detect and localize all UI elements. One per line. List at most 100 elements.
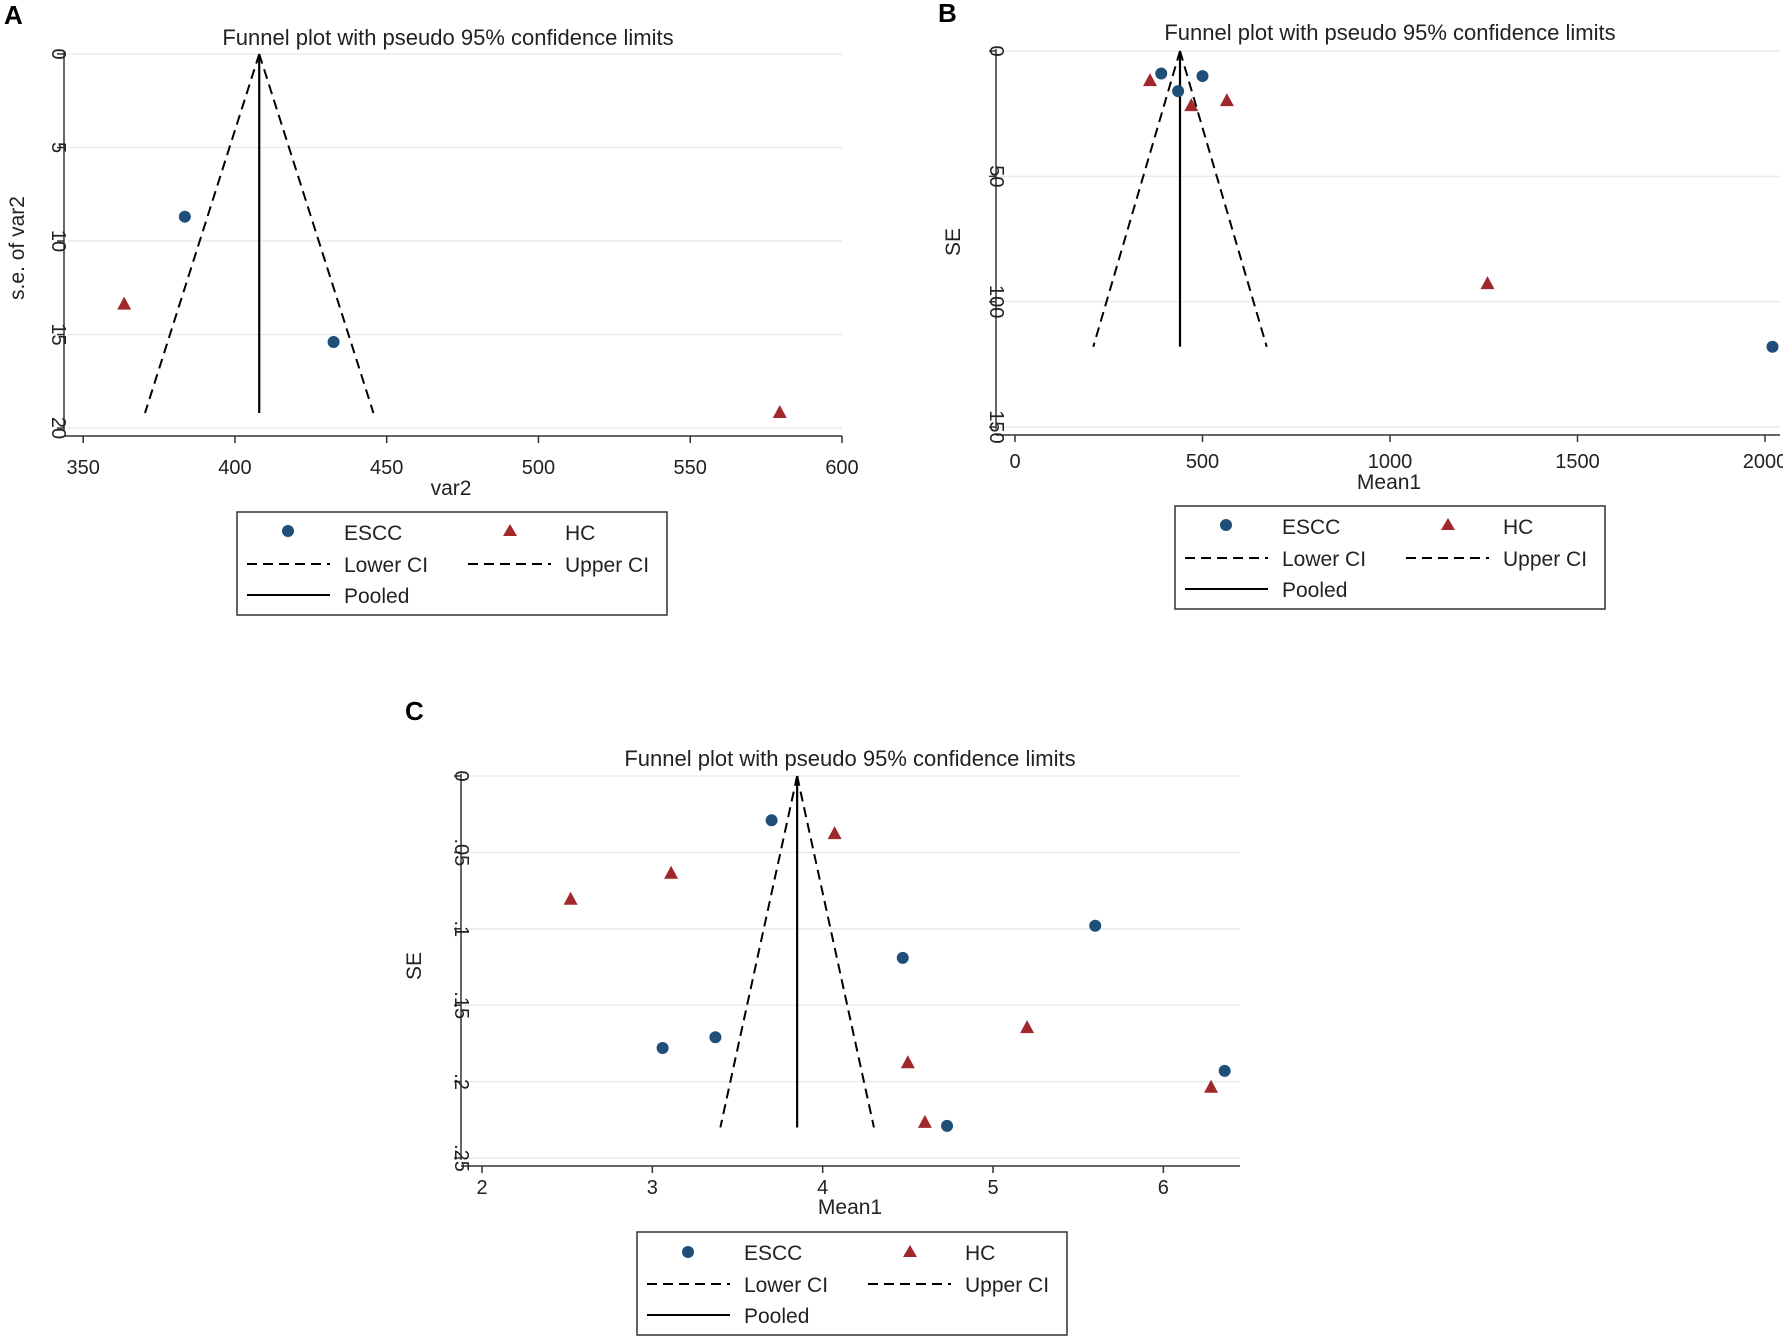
legend-box — [636, 1231, 1068, 1336]
x-tick-label: 0 — [1009, 451, 1020, 473]
hc-point — [827, 826, 842, 840]
y-tick-label: .1 — [450, 920, 472, 937]
legend-box — [236, 511, 668, 616]
x-tick-label: 3 — [647, 1177, 658, 1199]
legend-lower-ci-label: Lower CI — [744, 1274, 828, 1297]
upper-ci-line — [796, 775, 875, 1128]
hc-point — [1219, 93, 1234, 107]
y-tick-label: 0 — [47, 48, 69, 59]
x-tick-label: 400 — [218, 457, 251, 479]
panel-b-ylabel: SE — [942, 228, 965, 256]
escc-point — [941, 1119, 954, 1132]
legend-escc-label: ESCC — [344, 522, 402, 545]
legend-lower-ci-label: Lower CI — [344, 554, 428, 577]
x-tick-label: 350 — [66, 457, 99, 479]
legend-lower-ci-label: Lower CI — [1282, 548, 1366, 571]
panel-b-xlabel: Mean1 — [1357, 471, 1421, 494]
x-tick-label: 500 — [522, 457, 555, 479]
hc-point — [563, 891, 578, 905]
x-tick-label: 500 — [1186, 451, 1219, 473]
hc-point — [664, 865, 679, 879]
hc-point — [1184, 98, 1199, 112]
panel-b-letter: B — [938, 0, 957, 28]
x-tick-label: 1000 — [1368, 451, 1413, 473]
legend-escc-marker — [282, 525, 294, 537]
hc-point — [1204, 1079, 1219, 1093]
y-tick-label: .25 — [450, 1144, 472, 1172]
legend-escc-marker — [682, 1246, 694, 1258]
y-tick-label: 20 — [47, 417, 69, 439]
y-tick-label: 15 — [47, 323, 69, 345]
lower-ci-line — [1092, 50, 1181, 348]
y-tick-label: .05 — [450, 838, 472, 866]
hc-point — [917, 1114, 932, 1128]
lower-ci-line — [144, 53, 261, 414]
x-tick-label: 6 — [1158, 1177, 1169, 1199]
panel-a: A Funnel plot with pseudo 95% confidence… — [4, 0, 859, 616]
x-tick-label: 4 — [817, 1177, 828, 1199]
y-tick-label: 50 — [985, 165, 1007, 187]
panel-c-title: Funnel plot with pseudo 95% confidence l… — [624, 746, 1075, 771]
panel-a-legend: ESCC HC Lower CI Upper CI Pooled — [236, 511, 668, 616]
upper-ci-line — [1179, 50, 1268, 348]
hc-point — [900, 1055, 915, 1069]
escc-point — [709, 1031, 722, 1044]
x-tick-label: 550 — [674, 457, 707, 479]
legend-box — [1174, 505, 1606, 610]
panel-c-letter: C — [405, 696, 424, 726]
panel-c-xlabel: Mean1 — [818, 1196, 882, 1219]
lower-ci-line — [719, 775, 799, 1128]
escc-point — [178, 210, 191, 223]
panel-b: B Funnel plot with pseudo 95% confidence… — [938, 0, 1783, 610]
legend-pooled-label: Pooled — [1282, 579, 1347, 602]
escc-point — [1218, 1064, 1231, 1077]
legend-hc-label: HC — [1503, 516, 1533, 539]
panel-a-xlabel: var2 — [431, 477, 472, 500]
legend-hc-label: HC — [565, 522, 595, 545]
legend-hc-marker — [503, 524, 517, 536]
legend-hc-label: HC — [965, 1242, 995, 1265]
escc-point — [327, 335, 340, 348]
legend-upper-ci-label: Upper CI — [965, 1274, 1049, 1297]
legend-upper-ci-label: Upper CI — [1503, 548, 1587, 571]
y-tick-label: .15 — [450, 991, 472, 1019]
panel-a-ylabel: s.e. of var2 — [6, 196, 29, 300]
panel-a-title: Funnel plot with pseudo 95% confidence l… — [222, 25, 673, 50]
hc-point — [1143, 73, 1157, 87]
panel-a-plot: 0 5 10 15 20 350 400 450 500 550 600 — [47, 48, 859, 479]
upper-ci-line — [258, 53, 375, 414]
y-tick-label: 5 — [47, 142, 69, 153]
panel-c: C Funnel plot with pseudo 95% confidence… — [403, 696, 1240, 1336]
escc-point — [1766, 340, 1779, 353]
x-tick-label: 450 — [370, 457, 403, 479]
escc-point — [765, 814, 778, 827]
legend-upper-ci-label: Upper CI — [565, 554, 649, 577]
x-tick-label: 1500 — [1555, 451, 1600, 473]
x-tick-label: 600 — [825, 457, 858, 479]
y-tick-label: 100 — [985, 285, 1007, 318]
y-tick-label: 150 — [985, 410, 1007, 443]
x-tick-label: 2000 — [1743, 451, 1783, 473]
hc-point — [1480, 276, 1495, 290]
escc-point — [656, 1041, 669, 1054]
panel-b-title: Funnel plot with pseudo 95% confidence l… — [1164, 20, 1615, 45]
y-tick-label: 0 — [450, 770, 472, 781]
hc-point — [772, 405, 787, 419]
panel-c-legend: ESCC HC Lower CI Upper CI Pooled — [636, 1231, 1068, 1336]
escc-point — [1172, 85, 1185, 98]
hc-point — [1020, 1020, 1035, 1034]
panel-c-plot: 0 .05 .1 .15 .2 .252 3 4 5 6 — [450, 770, 1240, 1199]
x-tick-label: 5 — [987, 1177, 998, 1199]
escc-point — [1196, 70, 1209, 83]
legend-hc-marker — [903, 1245, 917, 1257]
escc-point — [896, 951, 909, 964]
y-tick-label: 0 — [985, 45, 1007, 56]
panel-c-ylabel: SE — [403, 952, 426, 980]
x-tick-label: 2 — [476, 1177, 487, 1199]
panel-b-legend: ESCC HC Lower CI Upper CI Pooled — [1174, 505, 1606, 610]
legend-pooled-label: Pooled — [344, 585, 409, 608]
legend-escc-label: ESCC — [744, 1242, 802, 1265]
panel-a-letter: A — [4, 0, 23, 30]
